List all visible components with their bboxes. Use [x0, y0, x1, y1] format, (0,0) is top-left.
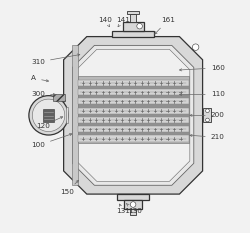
Bar — [117, 194, 149, 200]
Text: 200: 200 — [190, 112, 224, 118]
Bar — [43, 109, 54, 122]
Text: 150: 150 — [60, 180, 78, 195]
Text: 161: 161 — [155, 17, 175, 34]
Text: 130: 130 — [126, 204, 142, 214]
Bar — [78, 75, 189, 143]
Text: 100: 100 — [31, 134, 72, 148]
Bar — [78, 86, 189, 89]
Bar — [130, 14, 136, 21]
Circle shape — [137, 23, 142, 29]
Bar — [123, 21, 144, 31]
Bar — [52, 95, 65, 101]
Polygon shape — [64, 37, 202, 194]
Text: 141: 141 — [116, 17, 130, 27]
Text: A: A — [31, 75, 48, 82]
Bar — [78, 95, 189, 98]
Bar — [78, 80, 189, 86]
Bar — [112, 31, 154, 37]
Circle shape — [206, 118, 209, 122]
Bar — [66, 107, 68, 123]
Circle shape — [29, 96, 68, 135]
Bar — [78, 108, 189, 114]
Circle shape — [192, 44, 199, 50]
Text: 131: 131 — [116, 204, 130, 214]
Bar — [78, 98, 189, 104]
Text: 110: 110 — [180, 92, 224, 97]
Text: 140: 140 — [98, 17, 112, 27]
Bar — [72, 45, 78, 185]
Text: 210: 210 — [190, 134, 224, 140]
Text: 310: 310 — [31, 54, 80, 65]
Bar — [78, 132, 189, 136]
Bar — [124, 200, 142, 209]
Bar — [130, 209, 136, 215]
Bar — [78, 126, 189, 132]
Bar — [78, 117, 189, 123]
Polygon shape — [72, 45, 194, 185]
Circle shape — [206, 109, 209, 113]
Circle shape — [130, 202, 136, 207]
Bar — [78, 114, 189, 117]
Polygon shape — [76, 49, 190, 181]
Text: 160: 160 — [180, 65, 224, 71]
Bar — [78, 136, 189, 141]
Text: 120: 120 — [36, 117, 63, 129]
Bar — [128, 11, 139, 14]
Bar — [78, 123, 189, 126]
Circle shape — [32, 99, 65, 132]
Bar — [78, 89, 189, 95]
Bar — [78, 104, 189, 108]
Text: 300: 300 — [31, 92, 56, 97]
Bar — [202, 108, 211, 122]
